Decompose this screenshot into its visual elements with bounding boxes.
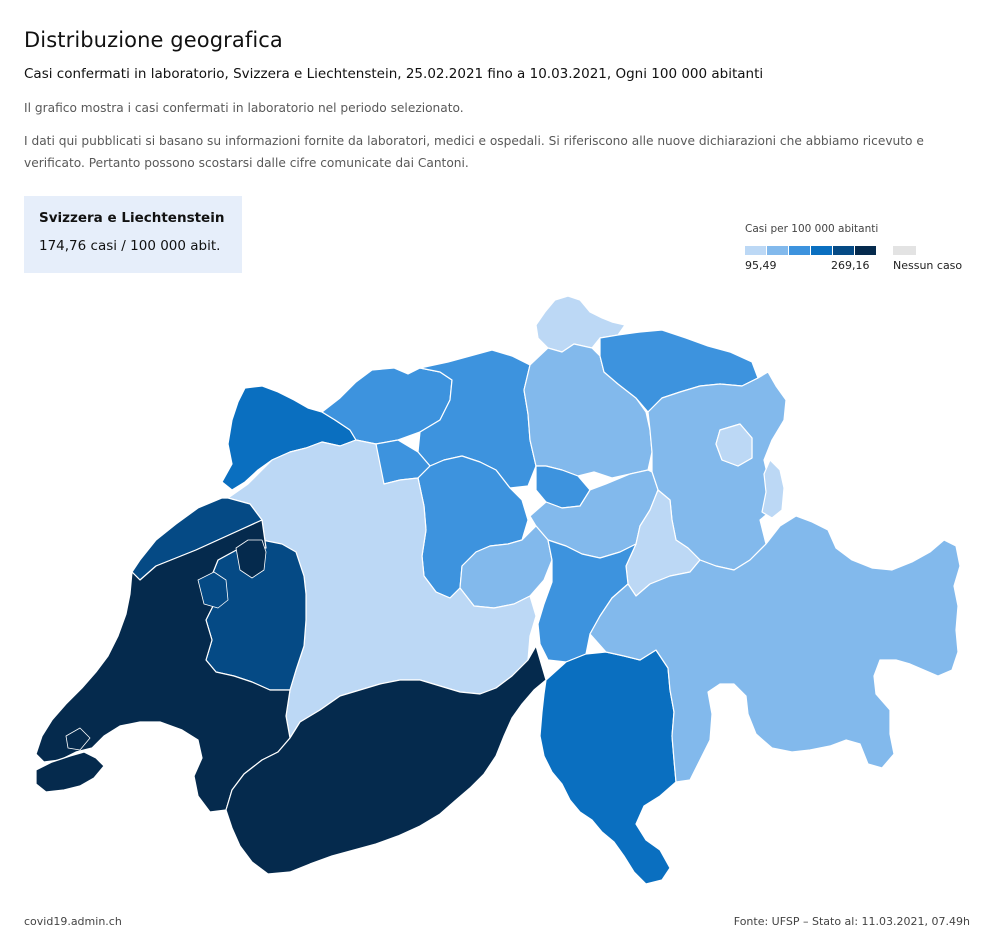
canton-appenzell[interactable] xyxy=(715,423,753,467)
canton-geneva[interactable] xyxy=(35,751,105,793)
summary-value: 174,76 casi / 100 000 abit. xyxy=(39,238,221,254)
canton-fribourg-enclave[interactable] xyxy=(197,571,229,609)
switzerland-choropleth-map xyxy=(35,295,961,885)
legend-min-label: 95,49 xyxy=(745,259,777,272)
legend-color-scale xyxy=(745,246,876,255)
description-text: Il grafico mostra i casi confermati in l… xyxy=(24,101,464,115)
canton-zurich[interactable] xyxy=(523,343,653,479)
canton-geneva-lake-enclave[interactable] xyxy=(65,727,91,751)
chart-subtitle: Casi confermati in laboratorio, Svizzera… xyxy=(24,66,764,82)
legend-swatch xyxy=(855,246,876,255)
legend-max-label: 269,16 xyxy=(831,259,870,272)
legend-title: Casi per 100 000 abitanti xyxy=(745,223,879,235)
footer-source-note: Fonte: UFSP – Stato al: 11.03.2021, 07.4… xyxy=(733,915,970,928)
legend-no-case-swatch xyxy=(893,246,916,255)
legend-swatch xyxy=(789,246,810,255)
page-title: Distribuzione geografica xyxy=(24,28,283,52)
canton-graubunden[interactable] xyxy=(589,515,961,783)
legend-swatch xyxy=(811,246,832,255)
description-note: I dati qui pubblicati si basano su infor… xyxy=(24,134,924,170)
footer-source-site: covid19.admin.ch xyxy=(24,915,122,928)
legend-swatch xyxy=(833,246,854,255)
canton-bern-enclave[interactable] xyxy=(235,539,267,579)
canton-ticino[interactable] xyxy=(539,649,677,885)
liechtenstein[interactable] xyxy=(761,459,785,519)
summary-region: Svizzera e Liechtenstein xyxy=(39,210,225,226)
canton-valais[interactable] xyxy=(225,645,547,875)
legend-no-case-label: Nessun caso xyxy=(893,259,963,272)
map-legend: Casi per 100 000 abitanti 95,49 269,16 N… xyxy=(745,223,975,272)
summary-box: Svizzera e Liechtenstein 174,76 casi / 1… xyxy=(24,196,242,273)
legend-swatch xyxy=(745,246,766,255)
legend-swatch xyxy=(767,246,788,255)
